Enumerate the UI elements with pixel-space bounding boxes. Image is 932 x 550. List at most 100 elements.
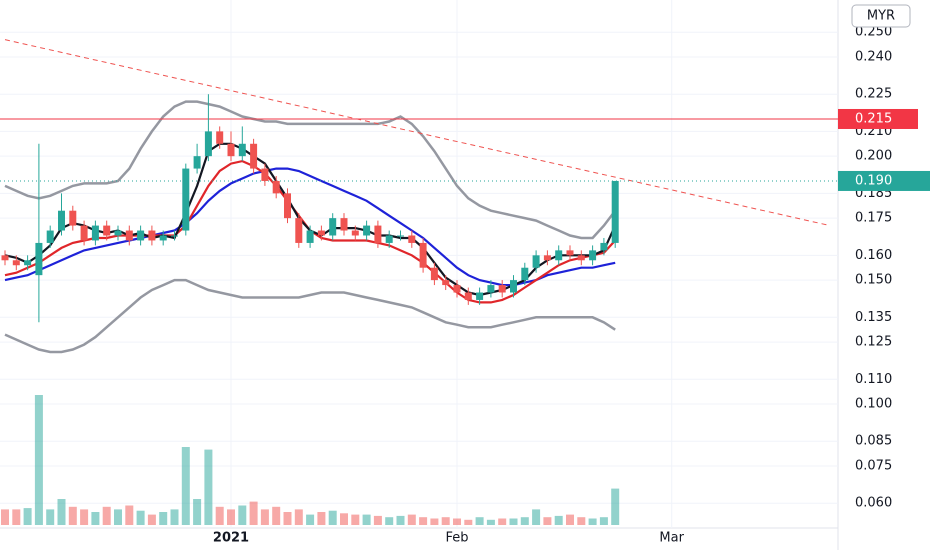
candle-body: [374, 225, 382, 243]
candle-body: [227, 143, 235, 157]
price-label-box: [838, 108, 918, 129]
axes: 0.2500.2400.2250.2100.2000.1850.1750.160…: [213, 25, 930, 546]
y-tick-label: 0.240: [855, 50, 892, 65]
volume-bar: [441, 517, 450, 525]
candle-body: [363, 225, 371, 236]
x-tick-label: 2021: [213, 531, 249, 546]
price-label: 0.215: [855, 111, 892, 126]
volume-bar: [328, 510, 337, 525]
candle-body: [284, 193, 291, 219]
candle-body: [204, 131, 212, 157]
volume-bar: [159, 512, 168, 525]
indicator-line: [4, 100, 617, 240]
candle-body: [589, 250, 597, 261]
last-price-box: [838, 170, 930, 191]
candle-body: [419, 242, 427, 268]
candle-body: [306, 230, 314, 243]
volume-bar: [193, 499, 202, 525]
last-price-label: 0.190: [855, 173, 892, 188]
volume-bar: [577, 517, 586, 525]
volume-bar: [317, 512, 326, 525]
volume-bar: [306, 514, 315, 525]
y-tick-label: 0.250: [855, 25, 892, 40]
candle-body: [182, 168, 190, 231]
candle-body: [261, 168, 269, 181]
volume-bar: [611, 488, 620, 525]
candle-body: [114, 230, 122, 236]
candle-body: [1, 255, 9, 261]
trendline: [4, 39, 831, 227]
candle-body: [532, 255, 540, 268]
volume-bar: [68, 506, 77, 525]
candle-body: [340, 218, 348, 231]
y-tick-label: 0.225: [855, 87, 892, 102]
volume-bar: [385, 517, 394, 525]
volume-bar: [272, 506, 281, 525]
volume-bar: [498, 518, 507, 525]
volume-bar: [532, 509, 541, 525]
candle-body: [476, 292, 484, 300]
y-tick-label: 0.175: [855, 211, 892, 226]
volume-bar: [238, 505, 247, 525]
volume-bar: [520, 517, 529, 525]
candle-body: [430, 267, 438, 281]
volume-bar: [181, 447, 190, 525]
candle-body: [171, 235, 178, 237]
candle-body: [69, 210, 77, 226]
candle-body: [35, 242, 43, 276]
volume-bar: [91, 512, 100, 525]
volume-bar: [509, 518, 518, 525]
y-tick-label: 0.060: [855, 496, 892, 511]
candles: [1, 94, 619, 323]
volume-bar: [373, 515, 382, 525]
volume-bar: [430, 518, 439, 525]
candle-body: [464, 292, 472, 300]
candle-body: [600, 242, 608, 251]
indicator-line: [4, 278, 616, 354]
volume-bar: [294, 509, 303, 525]
candle-body: [442, 280, 450, 286]
volume-bar: [566, 514, 574, 525]
volume-bar: [543, 517, 552, 525]
candle-body: [80, 225, 88, 241]
volume-bar: [80, 509, 89, 525]
volume-bar: [419, 517, 428, 525]
volume-bar: [362, 514, 371, 525]
candle-body: [397, 235, 404, 237]
grid: [0, 0, 838, 528]
candle-body: [159, 235, 167, 241]
candle-body: [91, 225, 99, 241]
y-tick-label: 0.075: [855, 459, 892, 474]
candle-body: [351, 230, 359, 236]
volume-bar: [554, 515, 563, 525]
volume-bar: [486, 519, 495, 525]
x-tick-label: Feb: [445, 531, 468, 546]
candle-body: [521, 267, 529, 281]
volume-bar: [170, 509, 179, 525]
currency-label[interactable]: MYR: [867, 9, 895, 24]
volume-bar: [249, 501, 258, 525]
y-tick-label: 0.150: [855, 273, 892, 288]
candle-body: [103, 225, 111, 236]
volume-bar: [114, 509, 122, 525]
candle-body: [295, 218, 303, 243]
volume-bar: [588, 518, 597, 525]
volume-bar: [23, 508, 32, 525]
candle-body: [577, 255, 585, 261]
candle-body: [385, 235, 393, 243]
candle-body: [238, 143, 246, 157]
y-tick-label: 0.125: [855, 335, 892, 350]
volume-bar: [57, 499, 66, 525]
candle-body: [148, 230, 156, 241]
volume-bar: [147, 514, 156, 525]
candle-body: [137, 230, 145, 241]
currency-box[interactable]: [851, 4, 911, 28]
candle-body: [193, 156, 201, 169]
volume-bar: [12, 509, 21, 525]
volume-pane: [1, 395, 620, 525]
volume-bar: [1, 509, 9, 525]
y-tick-label: 0.135: [855, 310, 892, 325]
volume-bar: [340, 513, 348, 525]
y-tick-label: 0.085: [855, 434, 892, 449]
